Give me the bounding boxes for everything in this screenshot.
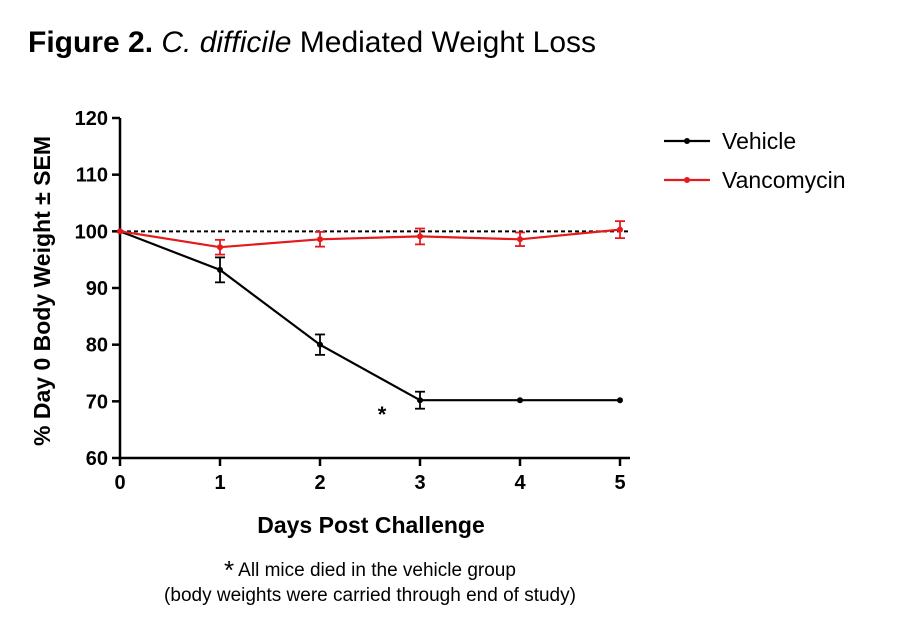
y-tick-label: 110	[76, 165, 108, 187]
data-point-vancomycin	[217, 244, 223, 251]
x-tick-label: 2	[314, 472, 325, 494]
data-point-vancomycin	[317, 236, 323, 243]
data-point-vehicle	[517, 397, 523, 404]
significance-annotation: *	[378, 402, 387, 427]
footnote-marker: *	[224, 555, 235, 585]
y-axis-label: % Day 0 Body Weight ± SEM	[29, 136, 55, 446]
y-tick-label: 100	[75, 221, 108, 243]
data-point-vehicle	[317, 341, 323, 348]
series-group	[117, 220, 625, 410]
y-tick-label: 60	[86, 448, 108, 470]
series-line-vancomycin	[119, 228, 621, 249]
figure-title-organism: C. difficile	[161, 26, 292, 59]
annotations-group: *	[378, 402, 387, 427]
data-point-vehicle	[617, 397, 623, 404]
figure-title-suffix: Mediated Weight Loss	[299, 26, 597, 59]
y-tick-label: 120	[75, 108, 108, 130]
series-line-vehicle	[119, 230, 620, 402]
x-tick-label: 5	[614, 472, 625, 494]
y-tick-label: 90	[86, 278, 108, 300]
footnote-line-2: (body weights were carried through end o…	[164, 585, 576, 606]
figure-title: Figure 2. C. difficile Mediated Weight L…	[28, 26, 596, 60]
legend: Vehicle Vancomycin	[664, 128, 846, 193]
x-tick-label: 3	[414, 472, 425, 494]
series-vancomycin	[117, 220, 625, 256]
data-point-vancomycin	[517, 236, 523, 243]
data-point-vancomycin	[417, 233, 423, 240]
x-tick-label: 0	[114, 472, 125, 494]
axes: 60 70 80 90 100 110 120 0 1 2 3 4 5	[75, 108, 630, 494]
figure-title-prefix: Figure 2.	[28, 26, 154, 59]
x-tick-label: 1	[214, 472, 225, 494]
footnote: * All mice died in the vehicle group (bod…	[0, 555, 740, 608]
x-tick-label: 4	[514, 472, 526, 494]
legend-marker-vancomycin	[684, 177, 690, 183]
legend-label-vancomycin: Vancomycin	[722, 167, 846, 193]
data-point-vehicle	[417, 397, 423, 404]
footnote-text-1: All mice died in the vehicle group	[238, 560, 516, 581]
footnote-line-1: * All mice died in the vehicle group	[0, 555, 740, 585]
y-tick-label: 70	[86, 391, 108, 413]
y-tick-label: 80	[86, 335, 108, 357]
legend-label-vehicle: Vehicle	[722, 128, 796, 154]
x-axis-label: Days Post Challenge	[257, 512, 485, 538]
legend-marker-vehicle	[684, 138, 690, 144]
data-point-vehicle	[217, 266, 223, 273]
data-point-vancomycin	[617, 226, 623, 233]
data-point-vancomycin	[117, 228, 123, 235]
series-vehicle	[117, 228, 623, 410]
